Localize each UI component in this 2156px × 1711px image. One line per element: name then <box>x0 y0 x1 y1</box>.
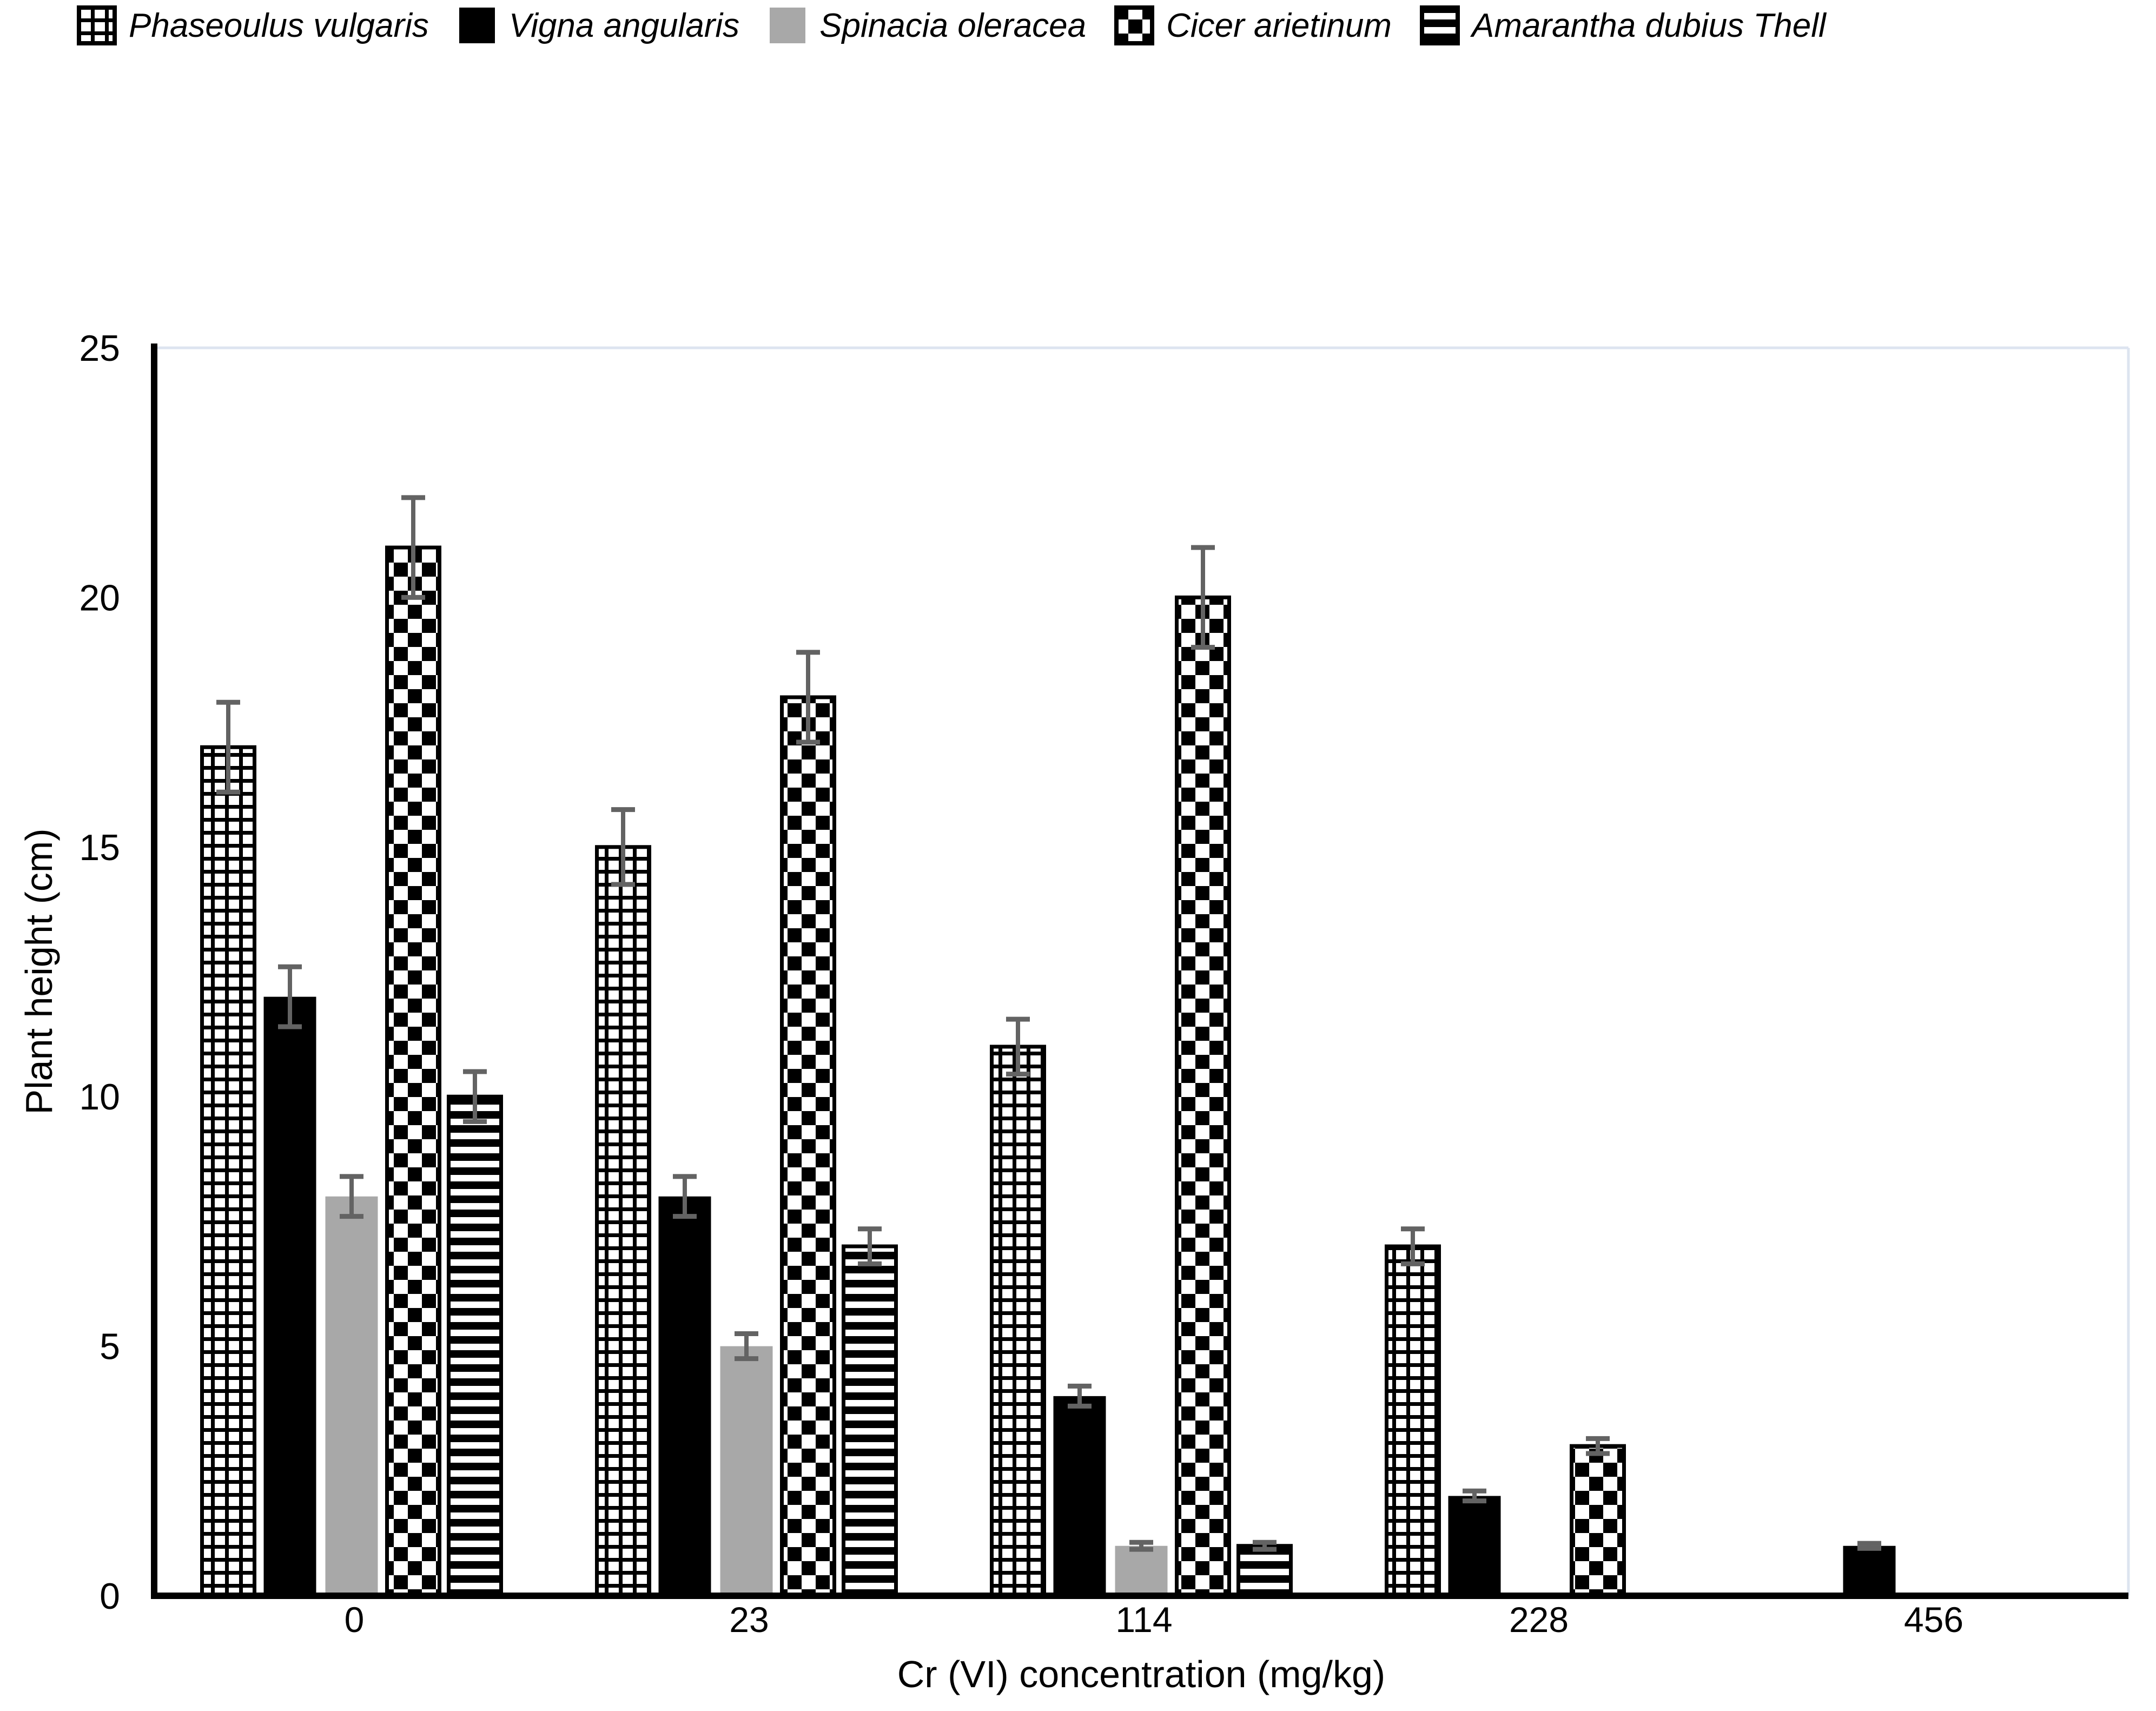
y-tick-label-10: 10 <box>79 1076 120 1118</box>
solid-gray-swatch-icon <box>770 8 806 43</box>
bar-spinacia-oleracea-23 <box>720 1346 773 1596</box>
x-tick-label-228: 228 <box>1509 1600 1569 1640</box>
bar-cicer-arietinum-23 <box>780 695 836 1598</box>
x-tick-label-23: 23 <box>729 1600 769 1640</box>
legend-item-cicer-arietinum: Cicer arietinum <box>1114 5 1392 45</box>
bar-vigna-angularis-228 <box>1448 1496 1501 1596</box>
solid-black-swatch-icon <box>459 8 495 43</box>
y-tick-label-15: 15 <box>79 827 120 868</box>
y-tick-label-25: 25 <box>79 328 120 369</box>
x-tick-label-114: 114 <box>1115 1600 1172 1640</box>
legend-label: Spinacia oleracea <box>819 6 1087 44</box>
bar-phaseoulus-vulgaris-23 <box>595 845 651 1598</box>
bar-amarantha-dubius-thell-114 <box>1236 1544 1293 1598</box>
legend-item-phaseoulus-vulgaris: Phaseoulus vulgaris <box>77 5 429 45</box>
legend-item-spinacia-oleracea: Spinacia oleracea <box>768 5 1086 45</box>
y-tick-label-20: 20 <box>79 577 120 618</box>
bar-cicer-arietinum-114 <box>1175 595 1231 1598</box>
legend-label: Phaseoulus vulgaris <box>129 6 429 44</box>
legend-item-amarantha-dubius-thell: Amarantha dubius Thell <box>1419 5 1826 45</box>
bar-vigna-angularis-114 <box>1053 1396 1106 1596</box>
bar-amarantha-dubius-thell-0 <box>447 1094 503 1598</box>
bar-vigna-angularis-0 <box>263 996 316 1596</box>
bar-phaseoulus-vulgaris-228 <box>1385 1244 1441 1598</box>
legend-label: Cicer arietinum <box>1166 6 1392 44</box>
y-axis-title: Plant height (cm) <box>18 828 60 1115</box>
x-tick-label-456: 456 <box>1904 1600 1963 1640</box>
bar-amarantha-dubius-thell-23 <box>842 1244 898 1598</box>
legend-label: Vigna angularis <box>508 6 740 44</box>
x-axis-title: Cr (VI) concentration (mg/kg) <box>897 1653 1386 1695</box>
grid-pattern-swatch-icon <box>77 5 117 45</box>
y-tick-label-5: 5 <box>100 1326 120 1368</box>
bar-vigna-angularis-23 <box>658 1196 711 1596</box>
x-tick-label-0: 0 <box>345 1600 365 1640</box>
legend: Phaseoulus vulgaris Vigna angularis Spin… <box>77 5 1826 45</box>
bar-phaseoulus-vulgaris-0 <box>200 745 256 1598</box>
bar-cicer-arietinum-228 <box>1570 1444 1626 1598</box>
y-tick-label-0: 0 <box>100 1576 120 1617</box>
hstripes-pattern-swatch-icon <box>1419 5 1460 45</box>
bar-spinacia-oleracea-114 <box>1115 1545 1168 1596</box>
bar-vigna-angularis-456 <box>1843 1545 1896 1596</box>
bar-spinacia-oleracea-0 <box>325 1196 378 1596</box>
bar-cicer-arietinum-0 <box>385 545 441 1598</box>
legend-label: Amarantha dubius Thell <box>1471 6 1826 44</box>
legend-item-vigna-angularis: Vigna angularis <box>457 5 739 45</box>
checker-pattern-swatch-icon <box>1114 5 1155 45</box>
bar-phaseoulus-vulgaris-114 <box>990 1045 1046 1598</box>
